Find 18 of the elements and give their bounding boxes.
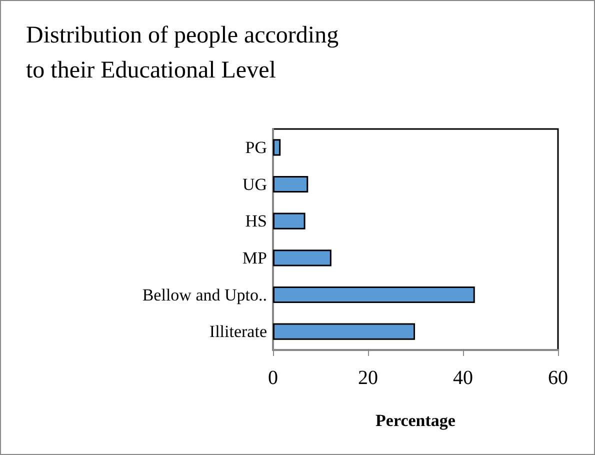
- x-tick-label: 20: [358, 367, 378, 389]
- bar: [273, 250, 332, 266]
- bar: [273, 286, 475, 304]
- bar: [273, 176, 308, 193]
- bar: [273, 139, 281, 156]
- bar: [273, 323, 416, 340]
- x-tick-label: 0: [268, 367, 278, 389]
- y-tick-label: PG: [245, 138, 267, 157]
- y-tick-label: UG: [242, 174, 267, 194]
- y-tick-label: Illiterate: [209, 322, 267, 342]
- x-tick-label: 60: [548, 367, 568, 389]
- y-tick-label: Bellow and Upto..: [142, 285, 267, 304]
- bar: [273, 212, 306, 230]
- y-tick-label: HS: [245, 212, 267, 231]
- chart-title: Distribution of people according to their Educational Level: [26, 22, 339, 84]
- y-tick-label: MP: [242, 248, 267, 268]
- x-axis-title: Percentage: [376, 411, 456, 430]
- x-tick-label: 40: [453, 367, 473, 389]
